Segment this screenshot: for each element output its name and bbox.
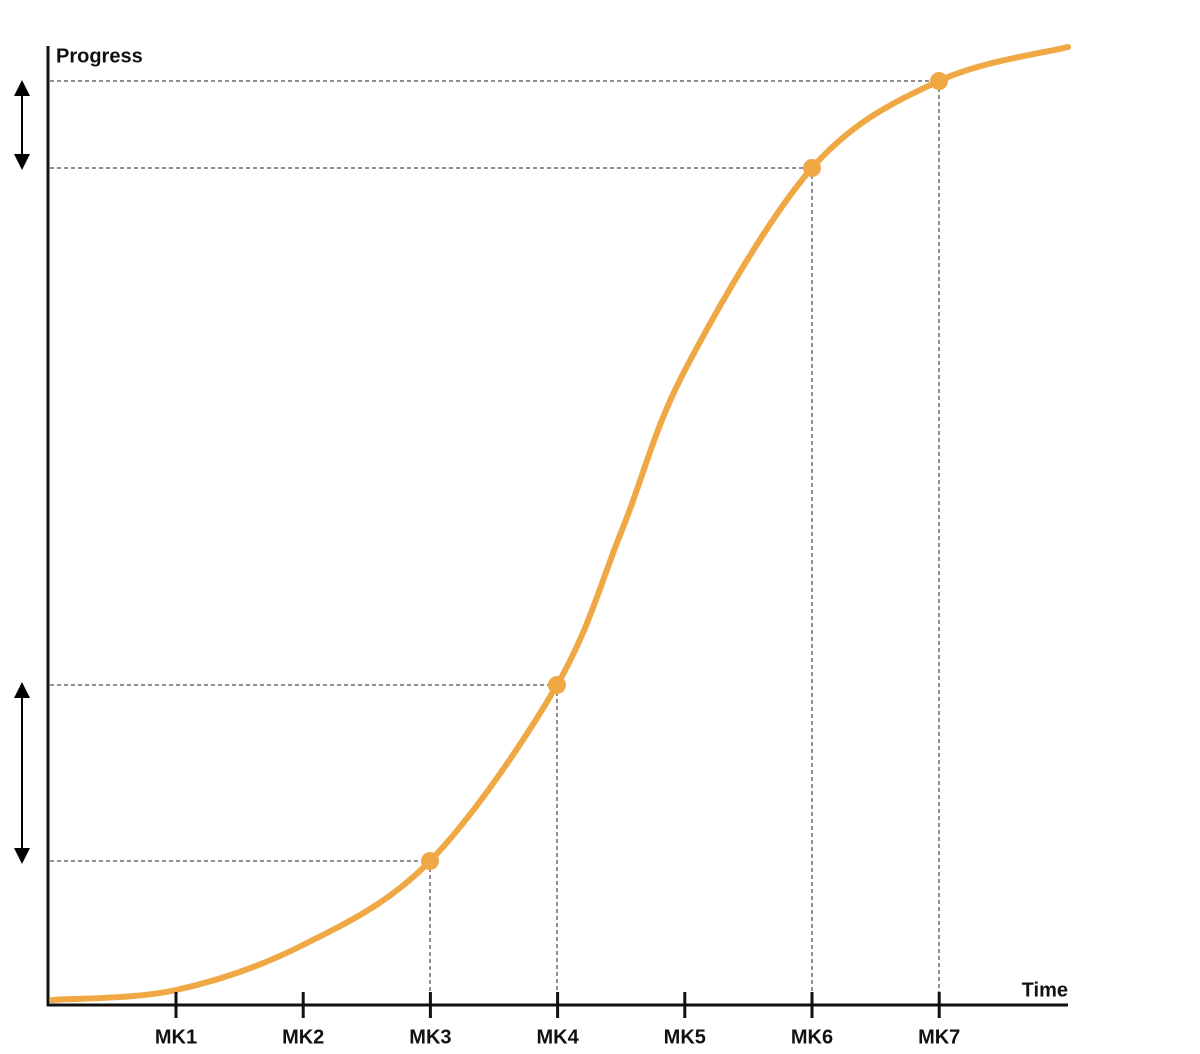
- milestone-dot: [548, 676, 566, 694]
- milestone-label: MK3: [409, 1026, 451, 1048]
- markers: [421, 72, 948, 870]
- milestone-dot: [421, 852, 439, 870]
- milestone-dot: [803, 159, 821, 177]
- milestone-label: MK6: [791, 1026, 833, 1048]
- s-curve: [49, 44, 1071, 1003]
- x-axis-label: Time: [1022, 979, 1068, 1001]
- ticks: MK1 MK2 MK3 MK4 MK5 MK6 MK7: [155, 992, 960, 1048]
- guides: [50, 80, 940, 1005]
- milestone-label: MK2: [282, 1026, 324, 1048]
- milestone-label: MK4: [536, 1026, 579, 1048]
- milestone-dot: [930, 72, 948, 90]
- milestone-label: MK5: [664, 1026, 706, 1048]
- milestone-label: MK7: [918, 1026, 960, 1048]
- milestone-label: MK1: [155, 1026, 197, 1048]
- y-axis-label: Progress: [56, 45, 143, 67]
